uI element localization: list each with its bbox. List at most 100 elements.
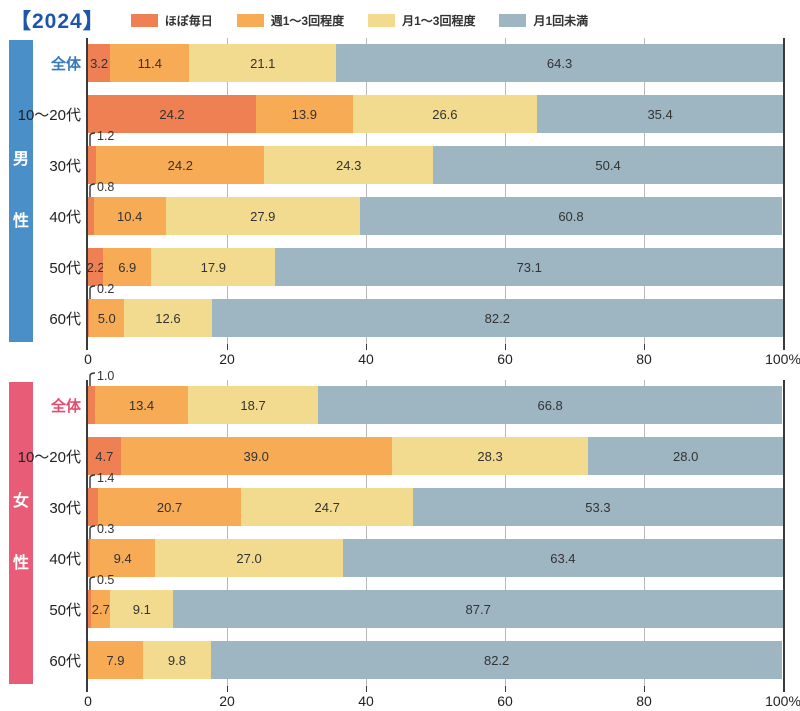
group-sidebar-label: 男 xyxy=(12,151,29,168)
callout-number: 1.0 xyxy=(97,369,115,383)
bar-segment: 66.8 xyxy=(318,386,783,424)
segment-value: 26.6 xyxy=(432,106,458,122)
callout-number: 0.8 xyxy=(97,180,115,194)
bar-segment: 9.4 xyxy=(90,539,156,577)
table-row: 60代 7.9 9.8 82.2 xyxy=(0,641,783,679)
row-label: 50代 xyxy=(49,601,81,619)
bar-segment: 7.9 xyxy=(88,641,143,679)
segment-value: 5.0 xyxy=(97,310,116,326)
axis-line xyxy=(86,38,88,344)
bar-segment: 27.0 xyxy=(155,539,343,577)
bar-segment: 12.6 xyxy=(124,299,212,337)
bar-segment: 10.4 xyxy=(93,197,166,235)
table-row: 10〜20代 24.2 13.9 26.6 35.4 xyxy=(0,95,783,133)
bar-segment: 18.7 xyxy=(188,386,319,424)
segment-value: 6.9 xyxy=(118,259,137,275)
segment-value: 87.7 xyxy=(465,601,491,617)
row-label: 60代 xyxy=(49,652,81,670)
callout-value: 1.0 xyxy=(88,370,114,386)
x-tick-label: 60 xyxy=(497,693,513,709)
bar-segment: 9.8 xyxy=(142,641,211,679)
segment-value: 9.1 xyxy=(132,601,151,617)
segment-value: 20.7 xyxy=(156,499,183,515)
chart-title: 【2024】 xyxy=(10,10,105,33)
segment-value: 73.1 xyxy=(516,259,542,275)
bar-segment xyxy=(88,539,91,577)
callout-line xyxy=(89,576,96,590)
bar-segment: 28.3 xyxy=(391,437,589,475)
bar-segment: 6.9 xyxy=(103,248,152,286)
bar-segment: 4.7 xyxy=(88,437,121,475)
segment-value: 24.3 xyxy=(336,157,362,173)
bar-segment: 27.9 xyxy=(165,197,360,235)
bar-segment: 87.7 xyxy=(173,590,783,628)
bar-segment: 28.0 xyxy=(588,437,783,475)
x-tick-label: 40 xyxy=(358,693,374,709)
segment-value: 24.2 xyxy=(159,106,185,122)
row-label: 40代 xyxy=(49,550,81,568)
segment-value: 53.3 xyxy=(585,499,611,515)
bar-segment: 60.8 xyxy=(359,197,783,235)
row-label: 10〜20代 xyxy=(17,448,81,466)
bar-segment: 13.9 xyxy=(256,95,353,133)
section-female: 女性全体 13.4 18.7 66.8 1.0 10〜20代 4.7 39.0 28.3 28.0… xyxy=(0,370,800,686)
x-tick xyxy=(86,344,88,350)
bar-segment xyxy=(88,299,90,337)
stacked-bar: 2.2 6.9 17.9 73.1 xyxy=(87,248,783,286)
gridline xyxy=(505,380,506,686)
segment-value: 3.2 xyxy=(90,55,109,71)
callout-value: 0.5 xyxy=(88,574,114,590)
segment-value: 82.2 xyxy=(483,652,510,668)
segment-value: 35.4 xyxy=(647,106,673,122)
segment-value: 21.1 xyxy=(250,55,276,71)
stacked-bar: 9.4 27.0 63.4 0.3 xyxy=(88,523,783,577)
segment-value: 13.9 xyxy=(291,106,317,122)
x-tick-label: 80 xyxy=(636,351,652,367)
gridline xyxy=(227,38,228,344)
callout-line xyxy=(89,525,96,539)
stacked-bar: 20.7 24.7 53.3 1.4 xyxy=(88,472,783,526)
legend-item: 月1回未満 xyxy=(499,12,588,29)
bar-segment: 64.3 xyxy=(336,44,783,82)
bar-segment: 3.2 xyxy=(88,44,111,82)
section-gap xyxy=(0,370,800,378)
segment-value: 7.9 xyxy=(106,652,125,668)
stacked-bar: 2.7 9.1 87.7 0.5 xyxy=(88,574,783,628)
table-row: 全体 3.2 11.4 21.1 64.3 xyxy=(0,44,783,82)
stacked-bar: 3.2 11.4 21.1 64.3 xyxy=(88,44,783,82)
segment-value: 66.8 xyxy=(537,397,563,413)
x-tick xyxy=(504,344,506,350)
axis-line xyxy=(783,380,785,686)
segment-value: 24.2 xyxy=(167,157,193,173)
bar-segment: 2.7 xyxy=(91,590,111,628)
bar-segment: 24.2 xyxy=(96,146,265,184)
segment-value: 39.0 xyxy=(243,448,269,464)
x-tick xyxy=(643,344,645,350)
segment-value: 10.4 xyxy=(117,208,143,224)
x-tick-label: 60 xyxy=(497,351,513,367)
legend-label: 月1〜3回程度 xyxy=(402,13,476,28)
group-sidebar: 女性 xyxy=(9,382,33,684)
x-tick xyxy=(86,686,88,692)
row-label: 50代 xyxy=(49,259,81,277)
x-tick-label: 100% xyxy=(765,693,800,709)
x-tick xyxy=(226,344,228,350)
bar-segment xyxy=(88,386,95,424)
stacked-bar: 24.2 24.3 50.4 1.2 xyxy=(88,130,783,184)
callout-line xyxy=(89,132,96,146)
bar-segment: 24.2 xyxy=(88,95,257,133)
legend-swatch xyxy=(130,13,158,27)
table-row: 40代 9.4 27.0 63.4 0.3 xyxy=(0,523,783,577)
row-label: 30代 xyxy=(49,157,81,175)
bar-segment: 50.4 xyxy=(433,146,783,184)
row-label: 10〜20代 xyxy=(17,106,81,124)
plot-grid xyxy=(86,380,785,686)
stacked-bar: 13.4 18.7 66.8 1.0 xyxy=(88,370,783,424)
bar-segment: 9.1 xyxy=(110,590,174,628)
bar-segment: 20.7 xyxy=(97,488,242,526)
legend-swatch xyxy=(499,13,527,27)
table-row: 50代 2.2 6.9 17.9 73.1 xyxy=(0,248,783,286)
x-tick-label: 80 xyxy=(636,693,652,709)
gridline xyxy=(644,38,645,344)
segment-value: 9.4 xyxy=(113,550,132,566)
